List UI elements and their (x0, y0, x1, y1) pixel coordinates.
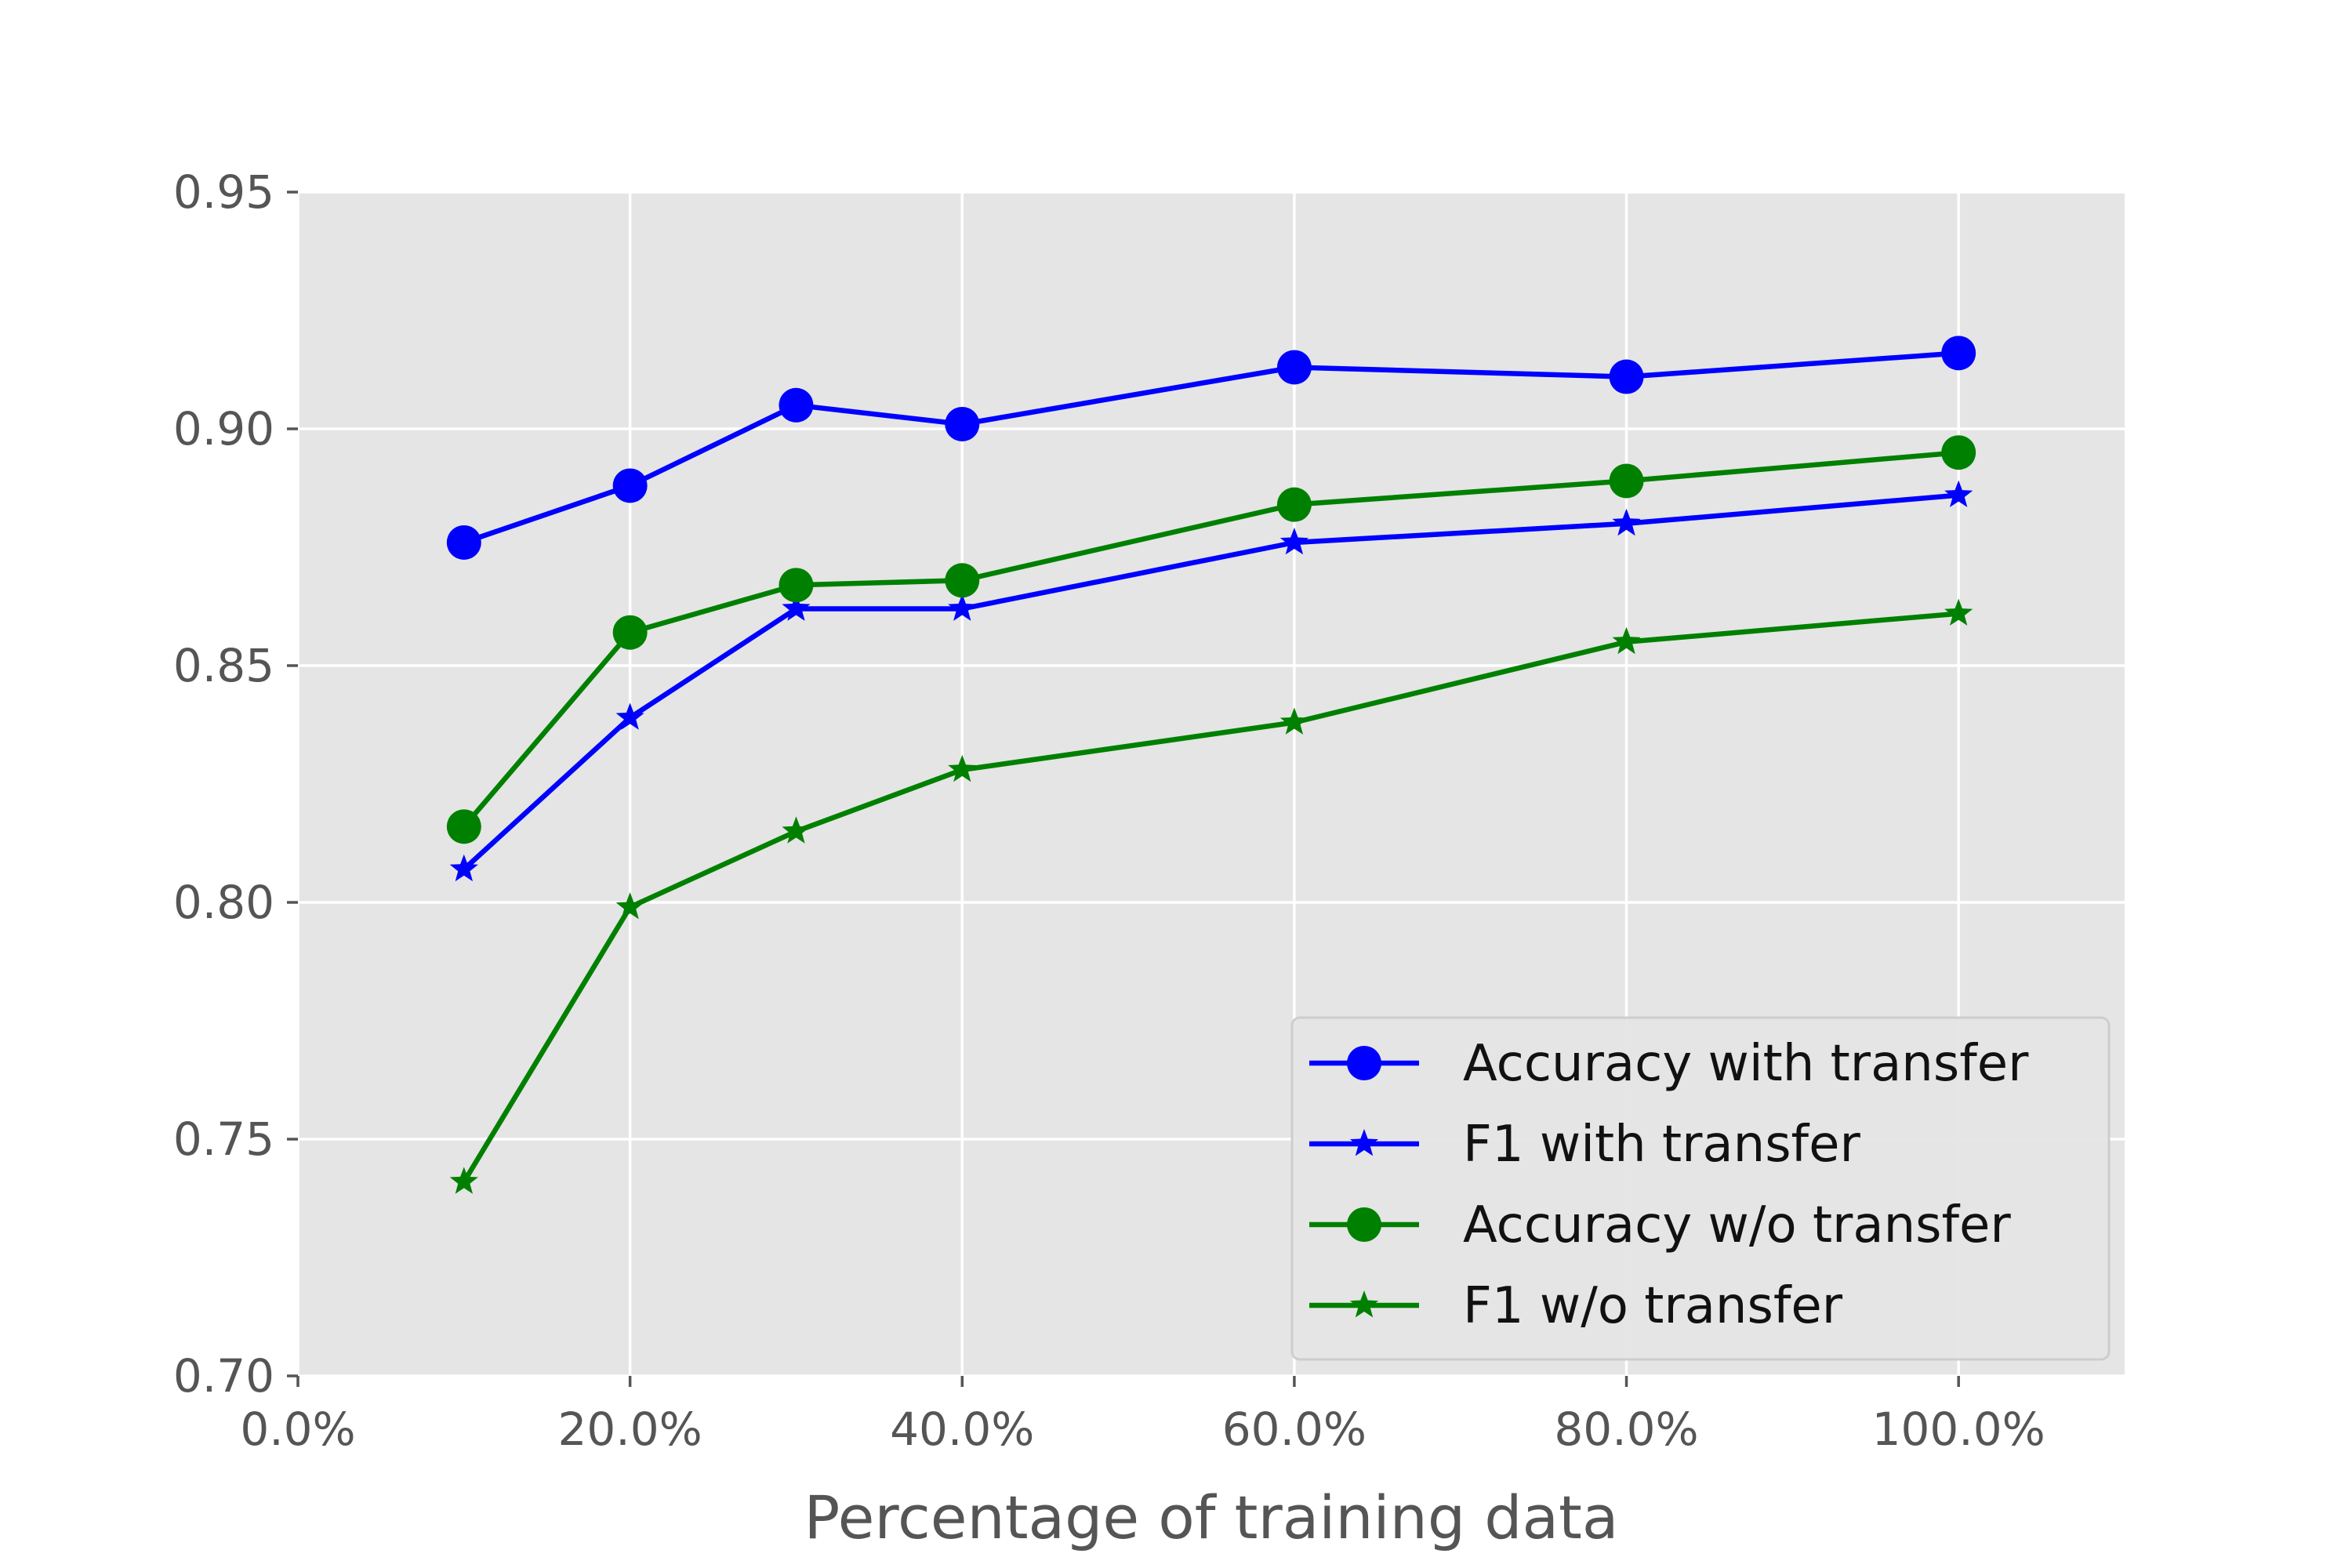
legend-item: Accuracy w/o transfer (1309, 1196, 2011, 1254)
data-point (1944, 598, 1973, 626)
data-point (1612, 626, 1641, 655)
legend-marker (1349, 1290, 1379, 1318)
data-point (779, 568, 814, 603)
data-point (615, 702, 644, 730)
x-tick-label: 60.0% (1222, 1403, 1367, 1456)
legend: Accuracy with transfer F1 with transfer Ac… (1290, 1016, 2111, 1361)
legend-item: F1 w/o transfer (1309, 1277, 1843, 1335)
legend-label: Accuracy with transfer (1463, 1035, 2029, 1093)
data-point (948, 593, 977, 621)
data-point (1609, 463, 1644, 499)
data-point (948, 754, 977, 782)
series-1 (449, 480, 1973, 882)
y-tick-label: 0.95 (173, 165, 274, 219)
legend-label: F1 with transfer (1463, 1116, 1860, 1174)
legend-marker (1347, 1207, 1381, 1242)
data-point (945, 406, 980, 441)
y-tick-label: 0.85 (173, 639, 274, 692)
legend-label: Accuracy w/o transfer (1463, 1196, 2011, 1254)
data-point (1276, 350, 1312, 385)
x-tick-label: 80.0% (1554, 1403, 1698, 1456)
data-point (1941, 336, 1976, 371)
data-point (449, 1167, 478, 1194)
data-point (446, 524, 481, 560)
legend-box (1290, 1016, 2111, 1361)
data-point (1279, 528, 1308, 555)
axes: 0.0% 20.0% 40.0% 60.0% 80.0% 100.0% 0.70 0.75 0.… (173, 165, 2045, 1456)
data-point (779, 387, 814, 423)
data-point (782, 593, 811, 621)
data-point (612, 468, 648, 503)
x-tick-label: 0.0% (240, 1403, 355, 1456)
y-tick-label: 0.90 (173, 402, 274, 456)
data-point (612, 615, 648, 650)
x-tick-label: 20.0% (558, 1403, 702, 1456)
legend-marker (1349, 1129, 1379, 1156)
series-0 (446, 336, 1976, 560)
series-3 (449, 598, 1973, 1194)
y-tick-label: 0.80 (173, 876, 274, 929)
x-tick-label: 100.0% (1872, 1403, 2045, 1456)
data-point (615, 892, 644, 920)
data-point (1609, 359, 1644, 394)
data-point (1276, 487, 1312, 522)
legend-label: F1 w/o transfer (1463, 1277, 1843, 1335)
y-tick-label: 0.70 (173, 1349, 274, 1403)
series-2 (446, 435, 1976, 844)
y-tick-label: 0.75 (173, 1112, 274, 1166)
x-tick-label: 40.0% (890, 1403, 1034, 1456)
legend-item: F1 with transfer (1309, 1116, 1860, 1174)
data-point (1944, 480, 1973, 507)
data-point (449, 854, 478, 882)
data-point (1279, 707, 1308, 735)
x-axis-label: Percentage of training data (804, 1483, 1619, 1552)
data-point (446, 809, 481, 844)
data-point (1612, 508, 1641, 536)
data-point (782, 816, 811, 844)
series-layer (446, 336, 1976, 1194)
legend-marker (1347, 1046, 1381, 1080)
data-point (945, 563, 980, 598)
grid-lines (296, 191, 2125, 1377)
legend-item: Accuracy with transfer (1309, 1035, 2029, 1093)
data-point (1941, 435, 1976, 470)
